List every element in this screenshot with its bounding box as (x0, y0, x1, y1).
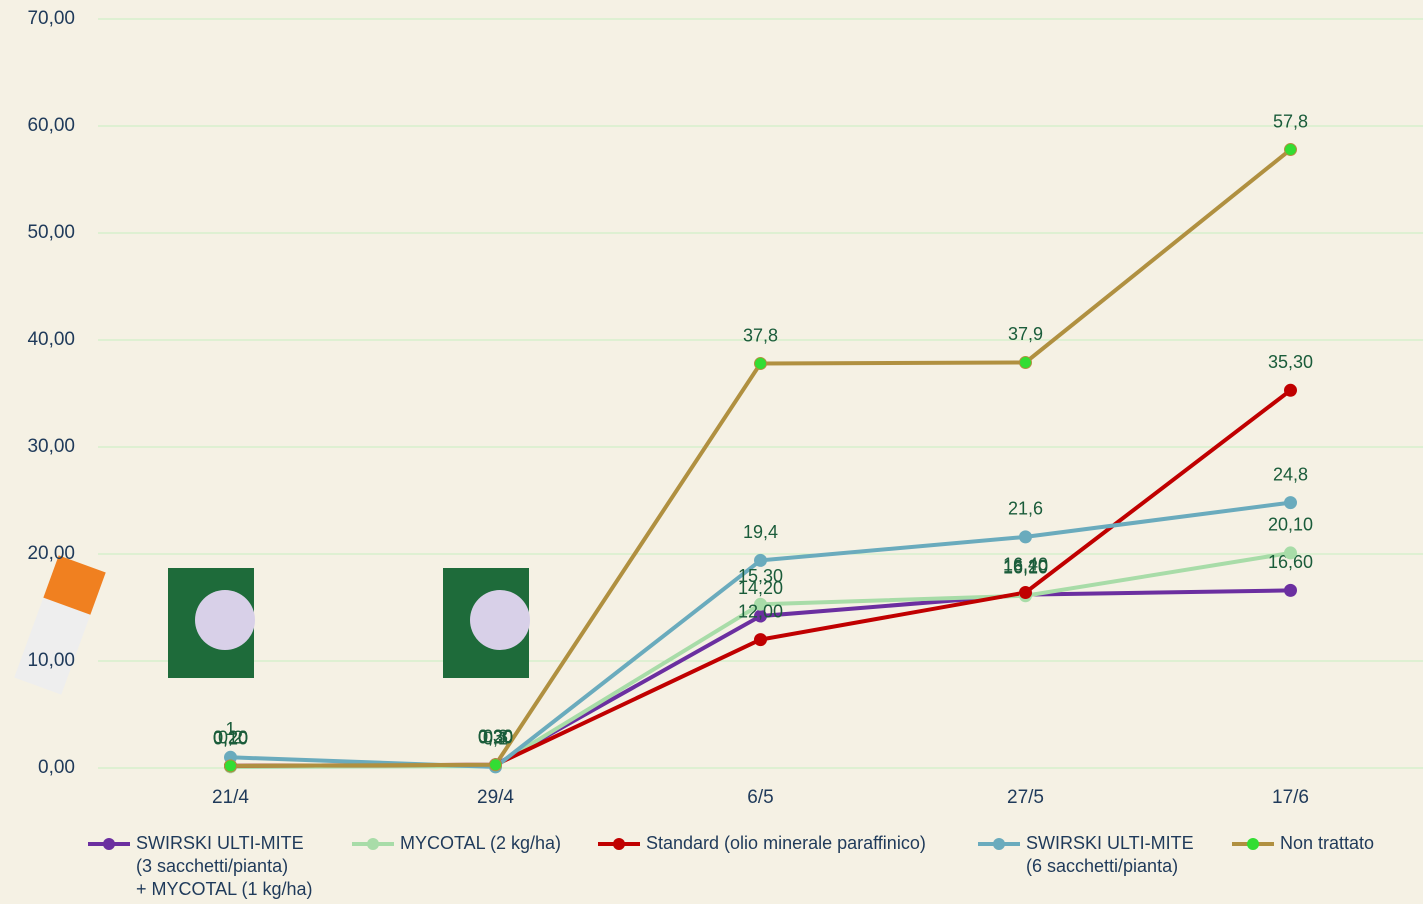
y-tick-label: 50,00 (27, 222, 75, 243)
legend-marker (367, 838, 379, 850)
data-label: 0,20 (478, 728, 513, 748)
data-label: 1 (225, 719, 235, 739)
marker (1019, 586, 1032, 600)
product-art (470, 590, 530, 650)
data-label: 0,20 (213, 728, 248, 748)
data-label: 57,8 (1273, 111, 1308, 131)
legend-swatch (1232, 838, 1274, 850)
legend-marker (613, 838, 625, 850)
product-art (195, 590, 255, 650)
marker (1284, 496, 1297, 510)
data-label: 0,30 (478, 727, 513, 747)
x-tick-label: 21/4 (212, 787, 249, 808)
marker (754, 553, 767, 567)
data-label: 0,1 (483, 729, 508, 749)
data-label: 14,20 (738, 578, 783, 598)
marker (754, 357, 767, 371)
marker (489, 758, 502, 772)
x-tick-label: 17/6 (1272, 787, 1309, 808)
y-tick-label: 60,00 (27, 115, 75, 136)
marker (1284, 583, 1297, 597)
data-label: 0,2 (218, 728, 243, 748)
data-label: 16,10 (1003, 557, 1048, 577)
legend-swatch (88, 838, 130, 850)
data-label: 0,10 (213, 729, 248, 749)
legend-label: Standard (olio minerale paraffinico) (646, 833, 926, 853)
legend-label: MYCOTAL (2 kg/ha) (400, 833, 562, 853)
marker (224, 759, 237, 773)
legend-label: SWIRSKI ULTI-MITE (6 sacchetti/pianta) (1026, 833, 1194, 876)
legend-label: Non trattato (1280, 833, 1375, 853)
x-tick-label: 29/4 (477, 787, 514, 808)
data-label: 12,00 (738, 601, 783, 621)
marker (1284, 546, 1297, 560)
legend-swatch (978, 838, 1020, 850)
data-label: 37,8 (743, 325, 778, 345)
legend-marker (1247, 838, 1259, 850)
data-label: 15,30 (738, 566, 783, 586)
marker (754, 633, 767, 647)
grid (98, 18, 1423, 769)
data-label: 0,20 (213, 728, 248, 748)
data-label: 20,10 (1268, 515, 1313, 535)
marker (1284, 383, 1297, 397)
legend-marker (993, 838, 1005, 850)
product-images (14, 555, 530, 695)
y-tick-label: 10,00 (27, 650, 75, 671)
product-sachet (14, 555, 106, 695)
marker (1019, 355, 1032, 369)
legend-marker (103, 838, 115, 850)
marker (754, 597, 767, 611)
data-label: 37,9 (1008, 324, 1043, 344)
legend-swatch (352, 838, 394, 850)
x-tick-label: 27/5 (1007, 787, 1044, 808)
data-label: 16,60 (1268, 552, 1313, 572)
data-label: 24,8 (1273, 464, 1308, 484)
data-label: 35,30 (1268, 352, 1313, 372)
data-label: 0,3 (483, 727, 508, 747)
series-line (230, 147, 1292, 768)
marker (1284, 143, 1297, 157)
data-label: 0,30 (478, 727, 513, 747)
data-label: 16,20 (1003, 556, 1048, 576)
y-tick-label: 70,00 (27, 8, 75, 29)
x-tick-label: 6/5 (747, 787, 773, 808)
data-label: 21,6 (1008, 499, 1043, 519)
y-tick-label: 0,00 (38, 757, 75, 778)
legend-label: SWIRSKI ULTI-MITE (3 sacchetti/pianta) +… (136, 833, 313, 899)
y-tick-label: 20,00 (27, 543, 75, 564)
y-tick-label: 40,00 (27, 329, 75, 350)
marker (1019, 530, 1032, 544)
data-label: 16,40 (1003, 554, 1048, 574)
sachet-top (43, 555, 106, 615)
data-label: 19,4 (743, 522, 778, 542)
y-tick-label: 30,00 (27, 436, 75, 457)
legend-swatch (598, 838, 640, 850)
